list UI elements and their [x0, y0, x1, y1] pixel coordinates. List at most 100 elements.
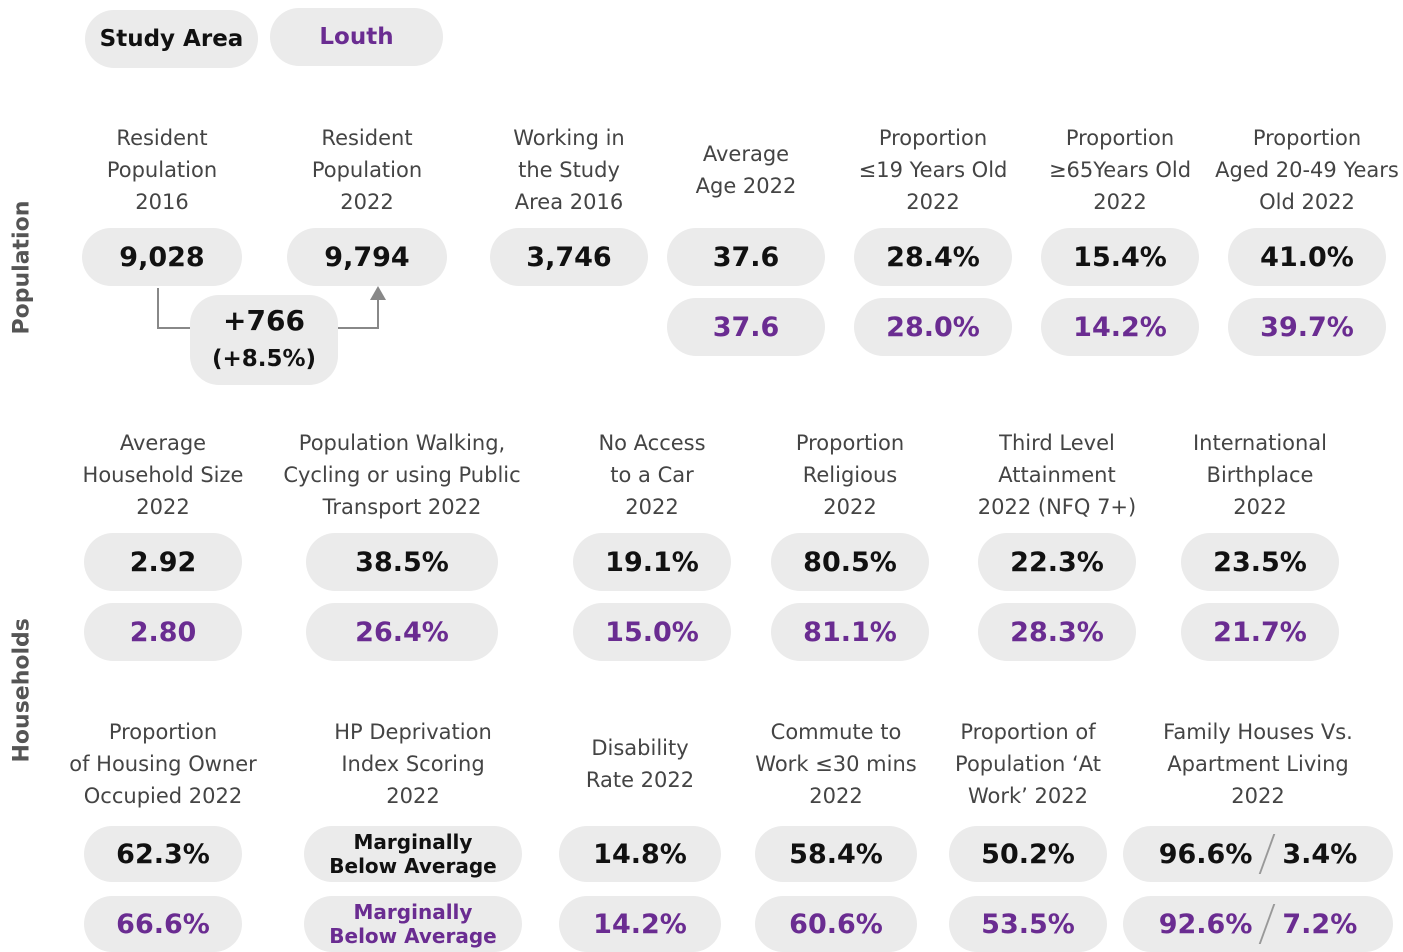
louth-value: Marginally Below Average	[304, 896, 522, 952]
label-line: Proportion	[1252, 126, 1362, 150]
value-text: 41.0%	[1260, 241, 1354, 273]
label-line: Proportion	[108, 720, 218, 744]
louth-value: 37.6	[667, 298, 825, 356]
value-text: 2.92	[129, 546, 197, 578]
value-text: 14.2%	[593, 908, 687, 940]
louth-value: 81.1%	[771, 603, 929, 661]
value-text: 53.5%	[981, 908, 1075, 940]
study-value: 15.4%	[1041, 228, 1199, 286]
label-line: Average	[702, 142, 790, 166]
legend-study: Study Area	[85, 10, 258, 68]
study-value: 9,028	[82, 228, 242, 286]
change-value: +766	[223, 304, 305, 337]
label-line: 2022	[625, 495, 679, 519]
label-line: International	[1192, 431, 1328, 455]
label-line: 2022	[906, 190, 960, 214]
value-text: 37.6	[712, 241, 780, 273]
label-line: to a Car	[610, 463, 694, 487]
label-line: 2022	[809, 784, 863, 808]
split-value: 7.2%	[1282, 908, 1358, 940]
label-line: 2022	[1093, 190, 1147, 214]
value-text: 23.5%	[1213, 546, 1307, 578]
value-text: 28.3%	[1010, 616, 1104, 648]
label-line: Cycling or using Public	[283, 463, 521, 487]
label-line: Proportion	[1065, 126, 1175, 150]
label-line: Apartment Living	[1167, 752, 1349, 776]
label-line: Population Walking,	[298, 431, 506, 455]
metric-label: Proportion ≤19 Years Old 2022	[859, 122, 1008, 218]
label-line: Disability	[591, 736, 689, 760]
value-text: 22.3%	[1010, 546, 1104, 578]
metric-label: HP Deprivation Index Scoring 2022	[334, 716, 492, 812]
value-text: 80.5%	[803, 546, 897, 578]
value-text: 28.4%	[886, 241, 980, 273]
change-box: +766 (+8.5%)	[190, 295, 338, 385]
metric-label: Proportion of Housing Owner Occupied 2022	[69, 716, 257, 812]
louth-value: 53.5%	[949, 896, 1107, 952]
label-line: Household Size	[82, 463, 244, 487]
label-line: ≥65Years Old	[1048, 158, 1192, 182]
louth-value: 26.4%	[306, 603, 498, 661]
metric-label: Disability Rate 2022	[586, 732, 694, 796]
study-value: 58.4%	[755, 826, 917, 882]
value-text: 58.4%	[789, 838, 883, 870]
louth-value: 21.7%	[1181, 603, 1339, 661]
label-line: Family Houses Vs.	[1163, 720, 1353, 744]
metric-label: Proportion of Population ‘At Work’ 2022	[955, 716, 1101, 812]
label-line: Attainment	[998, 463, 1116, 487]
study-value: 96.6% 3.4%	[1123, 826, 1393, 882]
metric-label: Proportion Religious 2022	[796, 427, 904, 523]
value-text: 19.1%	[605, 546, 699, 578]
label-line: the Study	[518, 158, 620, 182]
study-value: 38.5%	[306, 533, 498, 591]
label-line: Work’ 2022	[968, 784, 1088, 808]
label-line: Aged 20-49 Years	[1215, 158, 1399, 182]
label-line: Proportion	[795, 431, 905, 455]
study-value: 41.0%	[1228, 228, 1386, 286]
value-text: 14.2%	[1073, 311, 1167, 343]
value-text: 15.4%	[1073, 241, 1167, 273]
study-value: 62.3%	[84, 826, 242, 882]
label-line: Resident	[116, 126, 208, 150]
label-line: Working in	[513, 126, 625, 150]
label-line: 2022	[386, 784, 440, 808]
split-value: 92.6%	[1158, 908, 1253, 940]
label-line: Rate 2022	[585, 768, 695, 792]
label-line: Population	[311, 158, 423, 182]
study-value: Marginally Below Average	[304, 826, 522, 882]
split-value: 96.6%	[1158, 838, 1253, 870]
louth-value: 2.80	[84, 603, 242, 661]
study-value: 19.1%	[573, 533, 731, 591]
value-text: 28.0%	[886, 311, 980, 343]
louth-value: 14.2%	[1041, 298, 1199, 356]
value-text: 21.7%	[1213, 616, 1307, 648]
label-line: Area 2016	[514, 190, 624, 214]
louth-value: 28.0%	[854, 298, 1012, 356]
label-line: HP Deprivation	[334, 720, 492, 744]
metric-label: Resident Population 2022	[312, 122, 422, 218]
study-value: 28.4%	[854, 228, 1012, 286]
label-line: 2022	[136, 495, 190, 519]
value-text: Marginally Below Average	[329, 900, 497, 948]
split-divider	[1259, 834, 1276, 874]
study-value: 22.3%	[978, 533, 1136, 591]
value-text: Marginally Below Average	[329, 830, 497, 878]
value-text: 37.6	[712, 311, 780, 343]
study-value: 23.5%	[1181, 533, 1339, 591]
change-percent: (+8.5%)	[211, 346, 317, 372]
value-text: 81.1%	[803, 616, 897, 648]
label-line: Population	[106, 158, 218, 182]
metric-label: Average Age 2022	[696, 138, 797, 202]
metric-label: Commute to Work ≤30 mins 2022	[755, 716, 916, 812]
label-line: No Access	[598, 431, 706, 455]
metric-label: International Birthplace 2022	[1193, 427, 1327, 523]
legend-louth: Louth	[270, 8, 443, 66]
label-line: Population ‘At	[955, 752, 1101, 776]
label-line: Third Level	[999, 431, 1115, 455]
louth-value: 92.6% 7.2%	[1123, 896, 1393, 952]
value-text: 26.4%	[355, 616, 449, 648]
louth-value: 14.2%	[559, 896, 721, 952]
study-value: 80.5%	[771, 533, 929, 591]
